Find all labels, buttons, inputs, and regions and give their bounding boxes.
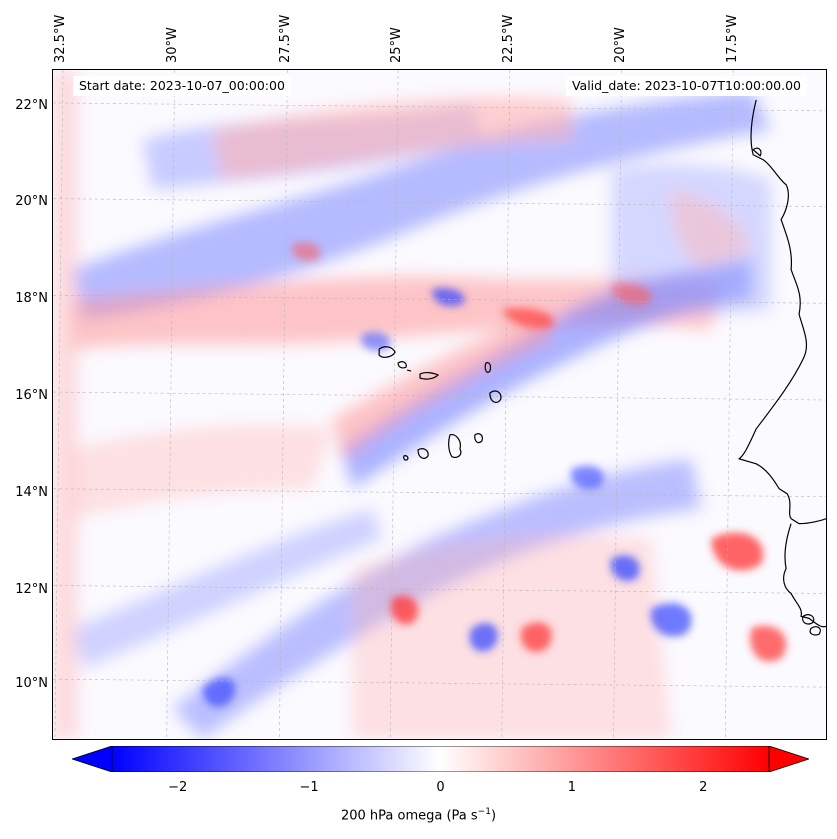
colorbar-tick-label: −2 bbox=[168, 780, 188, 795]
fine-negative-4 bbox=[650, 603, 692, 637]
fine-negative-5 bbox=[570, 465, 604, 490]
latitude-label: 16°N bbox=[15, 388, 48, 403]
coastlines bbox=[378, 99, 826, 636]
positive-region-southwest bbox=[72, 425, 333, 519]
latitude-label: 18°N bbox=[15, 291, 48, 306]
cape-verde-santa-luzia bbox=[406, 369, 412, 372]
longitude-label: 20°W bbox=[613, 27, 628, 63]
meridian-gridline bbox=[54, 70, 64, 739]
latitude-label: 12°N bbox=[15, 582, 48, 597]
start-date-label: Start date: 2023-10-07_00:00:00 bbox=[73, 76, 291, 96]
latitude-label: 20°N bbox=[15, 194, 48, 209]
longitude-label: 22.5°W bbox=[501, 14, 516, 63]
cape-verde-fogo bbox=[417, 448, 429, 459]
fine-positive-2 bbox=[611, 283, 652, 305]
colorbar bbox=[72, 746, 809, 772]
cape-verde-brava bbox=[403, 455, 409, 461]
negative-band-north bbox=[72, 89, 772, 320]
negative-band-diagonal bbox=[342, 259, 752, 489]
positive-region-south bbox=[352, 534, 672, 739]
cape-verde-santo-antao bbox=[378, 346, 396, 358]
colorbar-body bbox=[111, 746, 770, 772]
meridian-gridline bbox=[279, 70, 288, 739]
negative-band-south bbox=[172, 458, 702, 739]
west-africa-coast-lower bbox=[783, 523, 826, 628]
west-africa-coast bbox=[737, 99, 826, 525]
meridian-gridline bbox=[724, 70, 734, 739]
longitude-label: 30°W bbox=[165, 27, 180, 63]
fine-negative-2 bbox=[202, 677, 236, 707]
meridian-gridline bbox=[166, 70, 175, 739]
map-plot-area bbox=[52, 69, 827, 740]
longitude-label: 17.5°W bbox=[725, 14, 740, 63]
colorbar-tick-label: 1 bbox=[567, 780, 577, 795]
left-edge-positive bbox=[53, 70, 78, 739]
latitude-label: 14°N bbox=[15, 485, 48, 500]
positive-band-diagonal bbox=[332, 314, 552, 459]
fine-positive-7 bbox=[292, 242, 321, 262]
omega-field-patterns bbox=[53, 70, 787, 739]
cape-verde-sao-nicolau bbox=[419, 371, 440, 380]
fine-negative-6 bbox=[610, 555, 640, 581]
positive-band-upper bbox=[212, 97, 572, 180]
colorbar-label-exponent: −1 bbox=[477, 807, 491, 817]
fine-positive-1 bbox=[501, 307, 554, 329]
valid-date-label: Valid_date: 2023-10-07T10:00:00.00 bbox=[565, 76, 807, 96]
longitude-label: 27.5°W bbox=[278, 14, 293, 63]
negative-band-south2 bbox=[72, 508, 383, 669]
colorbar-label: 200 hPa omega (Pa s−1) bbox=[0, 807, 837, 823]
fine-positive-6 bbox=[750, 625, 787, 662]
longitude-label: 25°W bbox=[389, 27, 404, 63]
meridian-gridline bbox=[389, 70, 399, 739]
fine-negative-7 bbox=[361, 332, 391, 351]
colorbar-label-text: 200 hPa omega (Pa s bbox=[340, 808, 478, 824]
meridian-gridline bbox=[613, 70, 622, 739]
colorbar-label-close: ) bbox=[490, 808, 497, 824]
cape-verde-sal bbox=[484, 362, 492, 373]
positive-band-mid bbox=[72, 276, 722, 350]
cape-verde-santiago bbox=[448, 434, 462, 458]
fine-positive-3 bbox=[390, 595, 419, 625]
cape-verde-sao-vicente bbox=[397, 361, 407, 369]
gridlines bbox=[53, 70, 826, 739]
colorbar-tick-label: 2 bbox=[699, 780, 708, 795]
fine-positive-5 bbox=[711, 532, 764, 571]
fine-positive-4 bbox=[520, 622, 552, 652]
colorbar-extend-min bbox=[72, 746, 113, 772]
cape-verde-boa-vista bbox=[489, 390, 502, 403]
latitude-label: 22°N bbox=[15, 98, 48, 113]
latitude-label: 10°N bbox=[15, 676, 48, 691]
longitude-label: 32.5°W bbox=[53, 14, 68, 63]
colorbar-tick-label: −1 bbox=[299, 780, 319, 795]
colorbar-tick-label: 0 bbox=[436, 780, 445, 795]
canary-islands bbox=[752, 147, 762, 157]
fine-negative-1 bbox=[432, 288, 465, 307]
bijagos-islands bbox=[802, 614, 821, 636]
fine-negative-3 bbox=[469, 623, 498, 652]
cape-verde-maio bbox=[474, 433, 483, 444]
omega-field-map bbox=[53, 70, 826, 739]
colorbar-extend-max bbox=[768, 746, 809, 772]
meridian-gridline bbox=[501, 70, 511, 739]
